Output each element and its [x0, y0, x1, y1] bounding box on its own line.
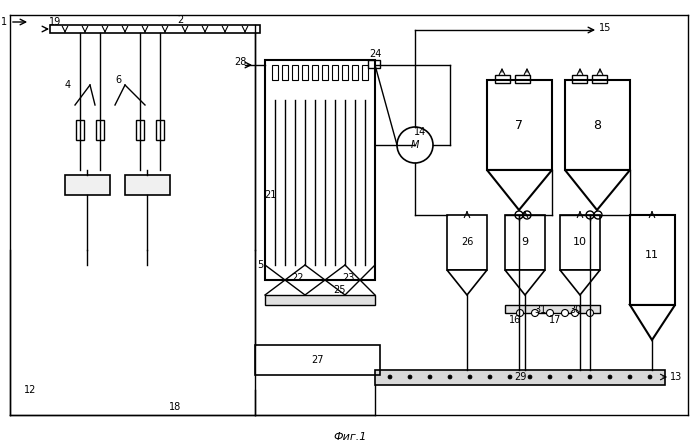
Bar [515, 75, 530, 83]
Circle shape [448, 375, 452, 379]
Circle shape [397, 127, 433, 163]
Circle shape [388, 375, 392, 379]
Circle shape [523, 211, 531, 219]
Text: 5: 5 [257, 260, 263, 270]
Bar [125, 175, 170, 195]
Text: 17: 17 [549, 315, 561, 325]
Bar [292, 65, 298, 80]
Bar [312, 65, 318, 80]
Bar [362, 65, 368, 80]
Text: 11: 11 [645, 250, 659, 260]
Text: 21: 21 [264, 190, 276, 200]
Text: 1: 1 [1, 17, 7, 27]
Circle shape [628, 375, 632, 379]
Text: 16: 16 [509, 315, 521, 325]
Text: 6: 6 [115, 75, 121, 85]
Text: 25: 25 [333, 285, 346, 295]
Bar [50, 25, 260, 33]
Bar [487, 80, 552, 170]
Text: 23: 23 [342, 273, 354, 283]
Circle shape [588, 375, 592, 379]
Circle shape [428, 375, 432, 379]
Bar [560, 215, 600, 270]
Circle shape [517, 310, 524, 316]
Text: 19: 19 [49, 17, 61, 27]
Circle shape [586, 211, 594, 219]
Polygon shape [487, 170, 552, 210]
Text: 26: 26 [461, 237, 473, 247]
Text: 22: 22 [291, 273, 304, 283]
Text: 10: 10 [573, 237, 587, 247]
Circle shape [561, 310, 568, 316]
Bar [572, 75, 587, 83]
Circle shape [586, 310, 593, 316]
Text: 13: 13 [670, 372, 682, 382]
Bar [272, 65, 278, 80]
Text: 15: 15 [599, 23, 611, 33]
Bar [375, 370, 665, 385]
Bar [255, 345, 380, 375]
Polygon shape [560, 270, 600, 295]
Bar [495, 75, 510, 83]
Text: 28: 28 [233, 57, 246, 67]
Bar [302, 65, 308, 80]
Bar [265, 60, 375, 280]
Text: 12: 12 [24, 385, 36, 395]
Circle shape [508, 375, 512, 379]
Circle shape [608, 375, 612, 379]
Text: 4: 4 [65, 80, 71, 90]
Bar [76, 120, 84, 140]
Bar [96, 120, 104, 140]
Bar [368, 60, 380, 68]
Text: 29: 29 [514, 372, 526, 382]
Circle shape [408, 375, 412, 379]
Text: 24: 24 [369, 49, 381, 59]
Text: Фиг.1: Фиг.1 [333, 432, 367, 442]
Bar [156, 120, 164, 140]
Text: 7: 7 [515, 119, 523, 132]
Polygon shape [565, 170, 630, 210]
Bar [505, 215, 545, 270]
Bar [136, 120, 144, 140]
Circle shape [528, 375, 532, 379]
Circle shape [468, 375, 472, 379]
Text: 9: 9 [521, 237, 528, 247]
Text: 2: 2 [177, 15, 183, 25]
Text: 18: 18 [169, 402, 181, 412]
Bar [282, 65, 288, 80]
Circle shape [572, 310, 579, 316]
Bar [630, 215, 675, 305]
Bar [265, 295, 375, 305]
Circle shape [548, 375, 552, 379]
Text: 31: 31 [534, 305, 546, 315]
Bar [342, 65, 348, 80]
Bar [505, 305, 600, 313]
Polygon shape [630, 305, 675, 340]
Text: 8: 8 [593, 119, 601, 132]
Bar [565, 80, 630, 170]
Bar [447, 215, 487, 270]
Bar [352, 65, 358, 80]
Bar [65, 175, 110, 195]
Circle shape [515, 211, 523, 219]
Circle shape [594, 211, 602, 219]
Text: 14: 14 [414, 127, 426, 137]
Circle shape [568, 375, 572, 379]
Circle shape [547, 310, 554, 316]
Polygon shape [505, 270, 545, 295]
Text: 30: 30 [569, 305, 581, 315]
Polygon shape [447, 270, 487, 295]
Bar [322, 65, 328, 80]
Circle shape [648, 375, 652, 379]
Bar [332, 65, 338, 80]
Text: M: M [411, 140, 419, 150]
Circle shape [488, 375, 492, 379]
Bar [592, 75, 607, 83]
Circle shape [531, 310, 538, 316]
Text: 27: 27 [311, 355, 323, 365]
